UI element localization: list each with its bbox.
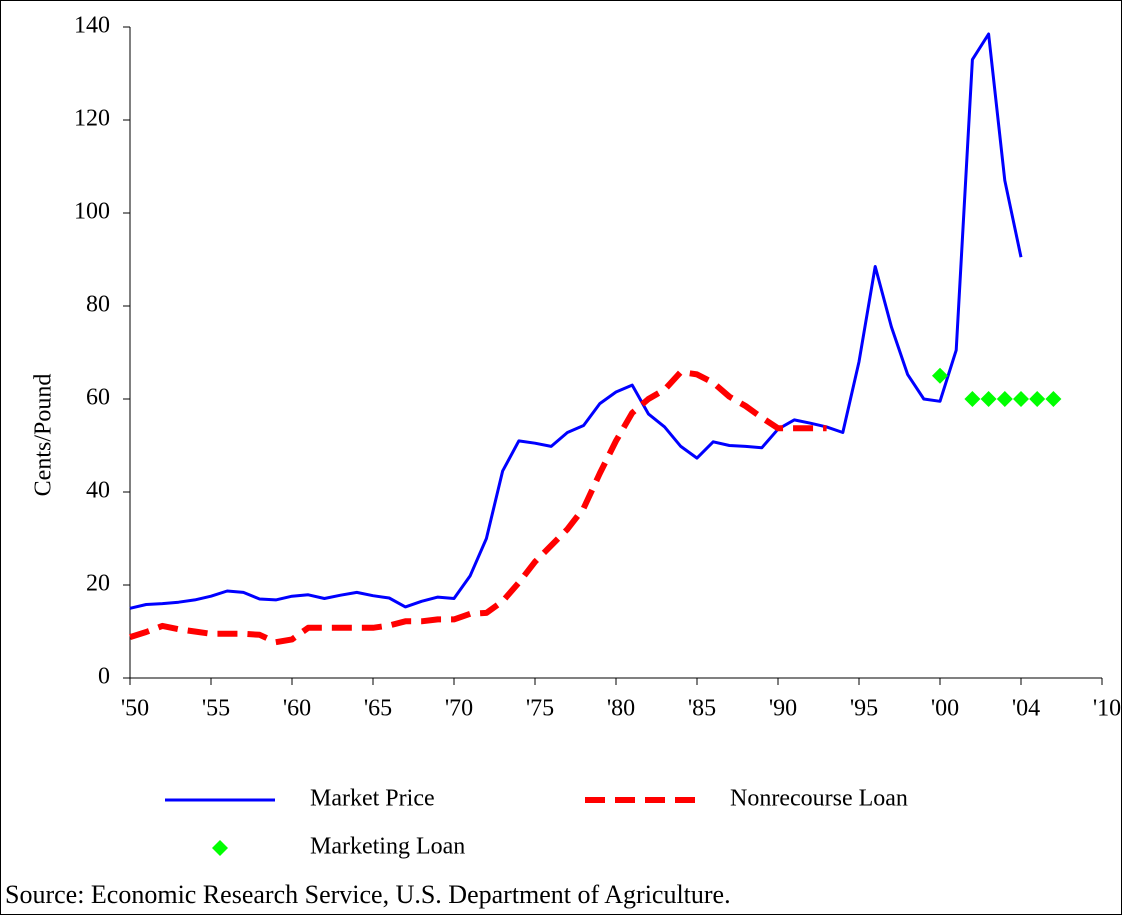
y-tick-label: 80 [86, 292, 110, 318]
x-tick-label: '10 [1093, 696, 1121, 722]
y-tick-label: 40 [86, 478, 110, 504]
marker [964, 391, 981, 407]
x-tick-label: '55 [202, 696, 230, 722]
marker [980, 391, 997, 407]
x-tick-label: '80 [607, 696, 635, 722]
x-tick-label: '95 [850, 696, 878, 722]
legend-label: Market Price [310, 786, 435, 812]
x-tick-label: '04 [1012, 696, 1040, 722]
y-tick-label: 20 [86, 571, 110, 597]
series-line [129, 369, 827, 646]
x-tick-label: '00 [931, 696, 959, 722]
marker [1045, 391, 1062, 407]
x-tick-label: '70 [445, 696, 473, 722]
x-tick-label: '90 [769, 696, 797, 722]
legend-label: Nonrecourse Loan [730, 786, 908, 812]
x-tick-label: '60 [283, 696, 311, 722]
y-tick-label: 60 [86, 385, 110, 411]
marker [996, 391, 1013, 407]
marker [1029, 391, 1046, 407]
marker [1013, 391, 1029, 407]
legend-label: Marketing Loan [310, 834, 465, 860]
legend-swatch [212, 840, 228, 856]
marker [932, 367, 948, 384]
x-tick-label: '75 [526, 696, 554, 722]
y-tick-label: 140 [74, 13, 110, 39]
x-tick-label: '65 [364, 696, 392, 722]
y-tick-label: 100 [74, 199, 110, 225]
y-tick-label: 0 [98, 664, 110, 690]
y-tick-label: 120 [74, 106, 110, 132]
x-tick-label: '85 [688, 696, 716, 722]
x-tick-label: '50 [121, 696, 149, 722]
series-line [129, 32, 1023, 610]
y-axis-label: Cents/Pound [31, 374, 57, 497]
source-note: Source: Economic Research Service, U.S. … [5, 880, 731, 909]
